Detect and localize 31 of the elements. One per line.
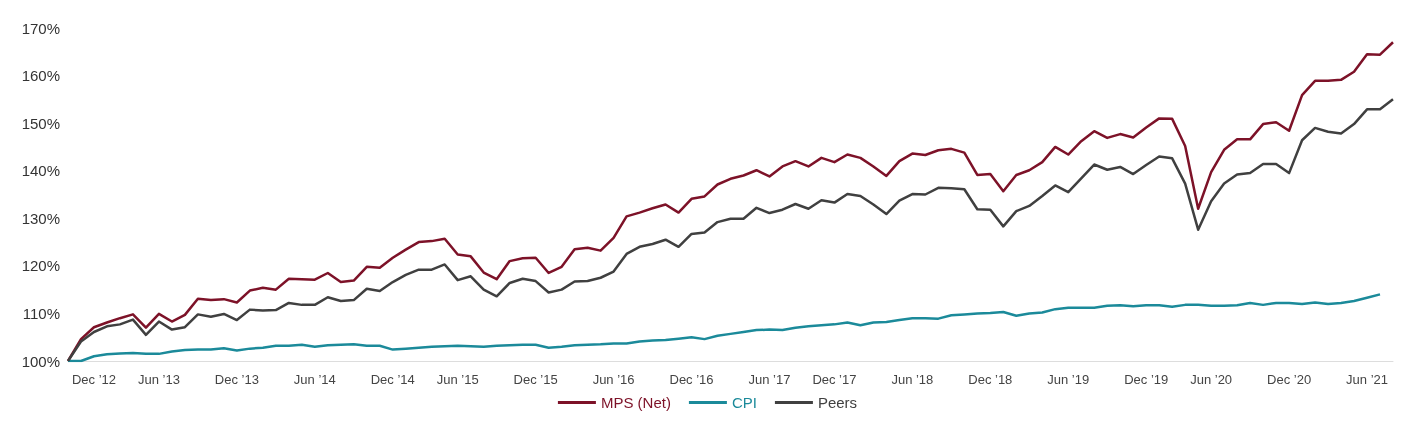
x-tick-label: Jun ’13: [137, 372, 180, 387]
y-tick-label: 160%: [21, 67, 60, 85]
legend-label: CPI: [731, 394, 757, 411]
line-series: [66, 293, 1382, 363]
x-tick-label: Jun ’14: [293, 372, 336, 387]
x-tick-label: Dec ’12: [71, 372, 117, 387]
x-tick-label: Dec ’14: [370, 372, 415, 387]
x-tick-label: Dec ’18: [968, 372, 1013, 387]
x-tick-label: Jun ’15: [436, 372, 479, 387]
y-tick-label: 120%: [21, 257, 60, 275]
legend-label: Peers: [817, 394, 858, 411]
y-tick-label: 170%: [21, 19, 60, 37]
x-tick-label: Jun ’17: [748, 372, 791, 387]
y-tick-label: 110%: [22, 304, 60, 322]
x-tick-label: Jun ’18: [891, 372, 934, 387]
x-tick-label: Jun ’19: [1047, 372, 1090, 387]
x-tick-label: Jun ’16: [592, 372, 635, 387]
x-tick-label: Dec ’13: [214, 372, 259, 387]
y-tick-label: 140%: [21, 162, 60, 180]
x-tick-label: Dec ’16: [669, 372, 714, 387]
legend-label: MPS (Net): [600, 394, 671, 411]
y-tick-label: 100%: [21, 352, 60, 370]
x-tick-label: Dec ’17: [812, 372, 857, 387]
x-tick-label: Dec ’15: [513, 372, 558, 387]
x-tick-label: Jun ’21: [1346, 372, 1388, 387]
y-tick-label: 150%: [21, 114, 60, 132]
x-tick-label: Dec ’20: [1267, 372, 1312, 387]
line-series: [66, 98, 1395, 363]
y-tick-label: 130%: [21, 209, 60, 227]
x-tick-label: Dec ’19: [1124, 372, 1169, 387]
x-tick-label: Jun ’20: [1190, 372, 1233, 387]
